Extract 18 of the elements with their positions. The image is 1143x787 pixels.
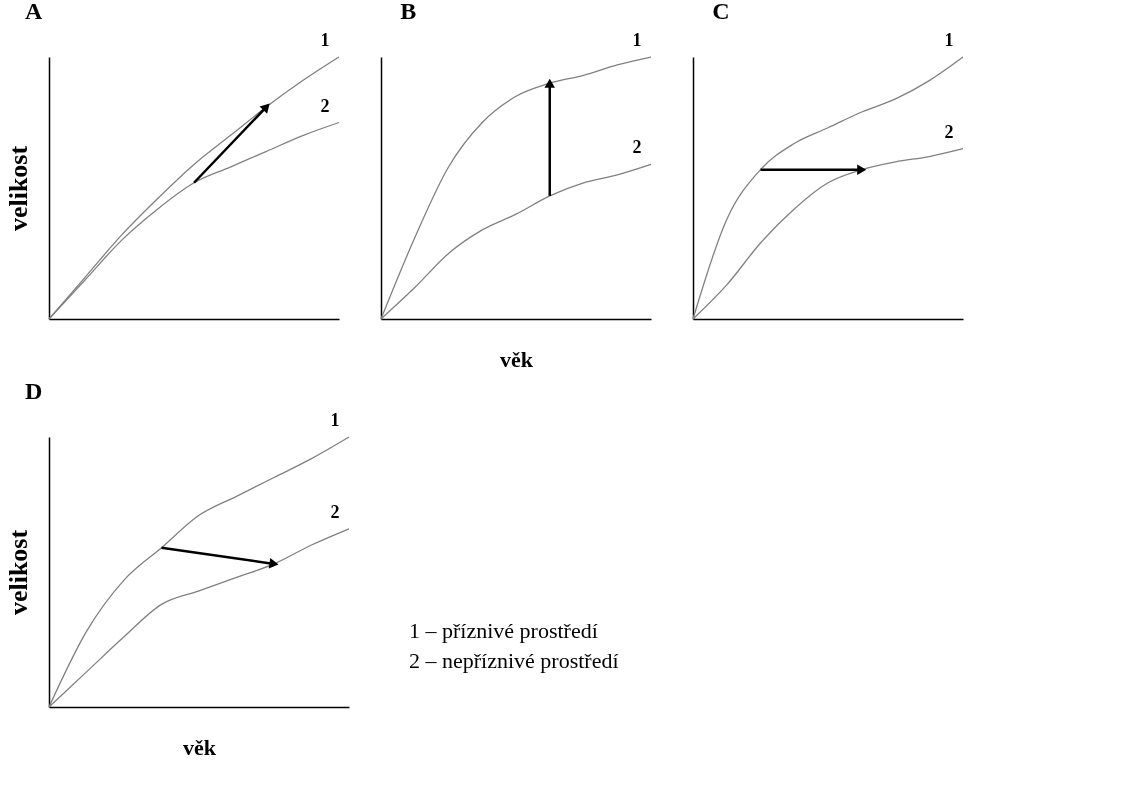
text: 2 – nepříznivé prostředí (409, 648, 619, 674)
series-label: 2 (320, 95, 330, 116)
series-label: 1 (320, 30, 330, 50)
chart-title: A (25, 0, 43, 24)
y-axis-title: velikost (3, 145, 33, 232)
x-axis-title: věk (183, 734, 217, 760)
y-axis-title: velikost (3, 529, 33, 616)
series-label: 2 (944, 121, 954, 142)
series-label: 2 (330, 501, 340, 522)
series-label: 1 (330, 410, 340, 430)
series-label: 2 (632, 137, 642, 158)
chart-title: B (400, 0, 417, 24)
x-axis-title: věk (500, 346, 534, 372)
text: 1 – příznivé prostředí (409, 618, 598, 644)
chart-title: D (25, 378, 43, 404)
series-label: 1 (632, 30, 642, 50)
chart-title: C (712, 0, 730, 24)
series-label: 1 (944, 30, 954, 50)
